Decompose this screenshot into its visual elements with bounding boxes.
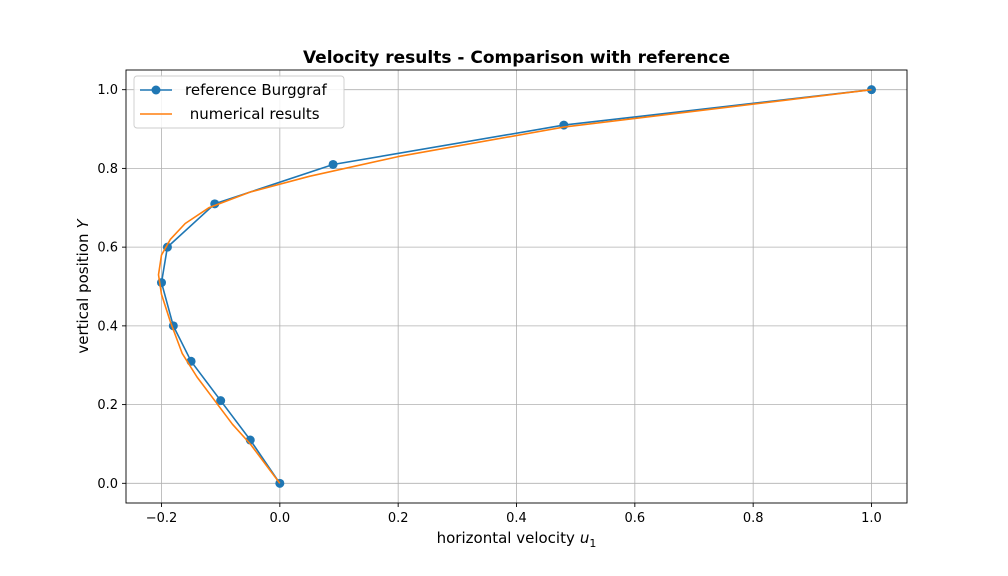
legend-marker-reference <box>151 85 161 95</box>
x-axis-label-symbol: u <box>580 529 590 547</box>
x-axis-label-text: horizontal velocity <box>437 529 575 547</box>
x-tick-label: 0.8 <box>743 511 764 526</box>
legend: reference Burggraf numerical results <box>133 75 345 129</box>
y-tick-label: 0.2 <box>97 398 118 413</box>
legend-label-reference: reference Burggraf <box>185 81 327 99</box>
x-tick-label: 0.6 <box>624 511 645 526</box>
y-tick-label: 0.6 <box>97 241 118 256</box>
x-tick-label: −0.2 <box>146 511 178 526</box>
x-axis-label-subscript: 1 <box>589 537 596 550</box>
x-tick-label: 1.0 <box>861 511 882 526</box>
x-tick-label: 0.0 <box>269 511 290 526</box>
chart-title: Velocity results - Comparison with refer… <box>303 48 730 68</box>
data-point-reference <box>328 159 338 169</box>
x-tick-label: 0.2 <box>388 511 409 526</box>
x-axis-label: horizontal velocity u1 <box>437 529 597 550</box>
data-point-reference <box>157 278 166 288</box>
data-point-reference <box>216 396 226 406</box>
legend-box <box>133 75 345 129</box>
y-axis-label-symbol: Y <box>74 218 92 229</box>
plot-series <box>157 85 876 488</box>
y-tick-label: 1.0 <box>97 83 118 98</box>
y-axis-label-text: vertical position <box>74 234 92 354</box>
series-line-numerical <box>157 88 872 484</box>
y-tick-label: 0.0 <box>97 477 118 492</box>
y-axis-label: vertical position Y <box>74 218 92 354</box>
y-tick-label: 0.8 <box>97 162 118 177</box>
axis-ticks: −0.2 0.0 0.2 0.4 0.6 0.8 1.0 0.0 0.2 0.4 0.6 0.8 1.0 <box>97 83 882 526</box>
grid-lines <box>126 70 907 503</box>
y-tick-label: 0.4 <box>97 319 118 334</box>
x-tick-label: 0.4 <box>506 511 527 526</box>
legend-label-numerical: numerical results <box>185 105 320 123</box>
data-point-reference <box>867 85 876 95</box>
